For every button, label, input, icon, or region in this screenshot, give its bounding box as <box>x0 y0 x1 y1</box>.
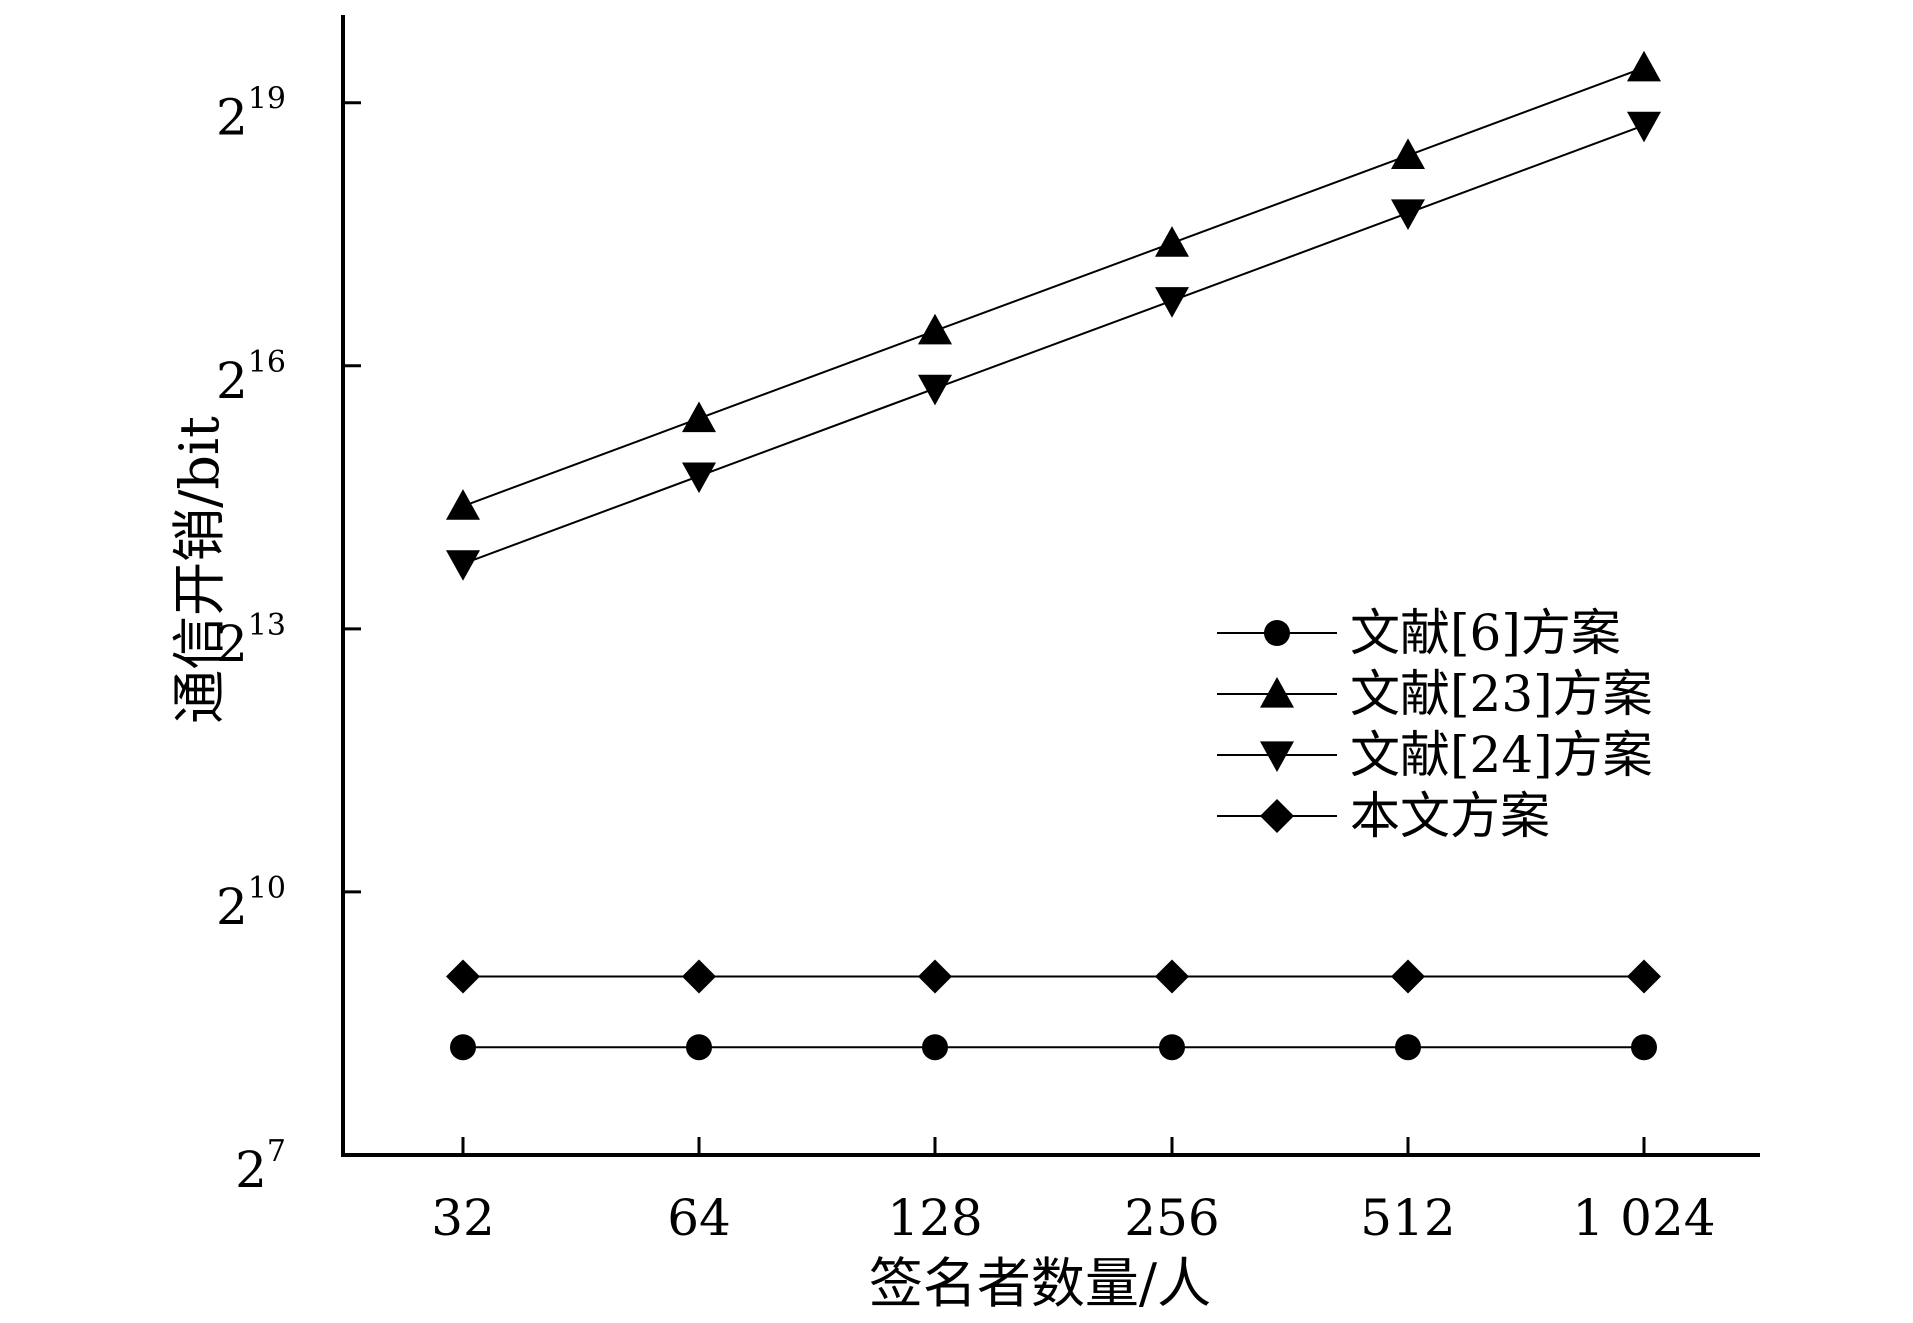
y-ticks: 27 210 213 216 219 <box>216 82 361 1199</box>
triangle-down-marker <box>446 550 480 581</box>
triangle-up-marker <box>918 313 952 345</box>
triangle-down-marker <box>1391 199 1425 231</box>
diamond-marker <box>1155 959 1189 994</box>
triangle-up-marker <box>1155 226 1189 257</box>
triangle-up-marker <box>1260 677 1294 708</box>
y-axis-label: 通信开销/bit <box>168 416 231 724</box>
series-0 <box>450 1034 1657 1061</box>
x-tick-label: 1 024 <box>1572 1189 1715 1247</box>
triangle-down-marker <box>1627 111 1661 143</box>
circle-marker <box>1264 620 1290 646</box>
legend-label: 文献[23]方案 <box>1350 665 1653 723</box>
x-tick-label: 256 <box>1124 1189 1219 1247</box>
legend-item: 本文方案 <box>1217 787 1550 845</box>
triangle-up-marker <box>682 401 716 433</box>
legend-item: 文献[24]方案 <box>1217 726 1653 784</box>
triangle-down-marker <box>1155 287 1189 318</box>
series-3 <box>446 959 1661 994</box>
circle-marker <box>1395 1034 1421 1061</box>
y-tick-label: 213 <box>216 608 286 673</box>
legend-label: 文献[6]方案 <box>1350 604 1621 662</box>
triangle-down-marker <box>682 462 716 494</box>
legend-item: 文献[6]方案 <box>1217 604 1621 662</box>
y-tick-label: 27 <box>235 1134 286 1199</box>
series-line <box>462 66 1645 508</box>
series-2 <box>446 111 1661 581</box>
legend-label: 本文方案 <box>1350 787 1550 845</box>
triangle-down-marker <box>918 374 952 406</box>
diamond-marker <box>1627 959 1661 994</box>
triangle-down-marker <box>1260 741 1294 772</box>
triangle-up-marker <box>1391 138 1425 170</box>
x-ticks: 32 64 128 256 512 1 024 <box>431 1137 1716 1247</box>
diamond-marker <box>446 959 480 994</box>
y-tick-label: 219 <box>216 82 286 147</box>
diamond-marker <box>1391 959 1425 994</box>
x-tick-label: 32 <box>431 1189 495 1247</box>
y-tick-label: 216 <box>216 345 286 410</box>
triangle-up-marker <box>446 489 480 520</box>
diamond-marker <box>918 959 952 994</box>
legend-label: 文献[24]方案 <box>1350 726 1653 784</box>
legend-item: 文献[23]方案 <box>1217 665 1653 723</box>
series-line <box>462 124 1645 565</box>
diamond-marker <box>682 959 716 994</box>
circle-marker <box>922 1034 948 1061</box>
circle-marker <box>1631 1034 1657 1061</box>
series-group <box>446 50 1661 1061</box>
y-tick-label: 210 <box>216 871 286 936</box>
circle-marker <box>1159 1034 1185 1061</box>
circle-marker <box>686 1034 712 1061</box>
x-axis-label: 签名者数量/人 <box>869 1252 1211 1315</box>
x-tick-label: 64 <box>667 1189 731 1247</box>
x-tick-label: 128 <box>887 1189 982 1247</box>
circle-marker <box>450 1034 476 1061</box>
series-1 <box>446 50 1661 520</box>
x-tick-label: 512 <box>1360 1189 1455 1247</box>
diamond-marker <box>1260 799 1294 833</box>
axes <box>341 15 1760 1157</box>
triangle-up-marker <box>1627 50 1661 82</box>
